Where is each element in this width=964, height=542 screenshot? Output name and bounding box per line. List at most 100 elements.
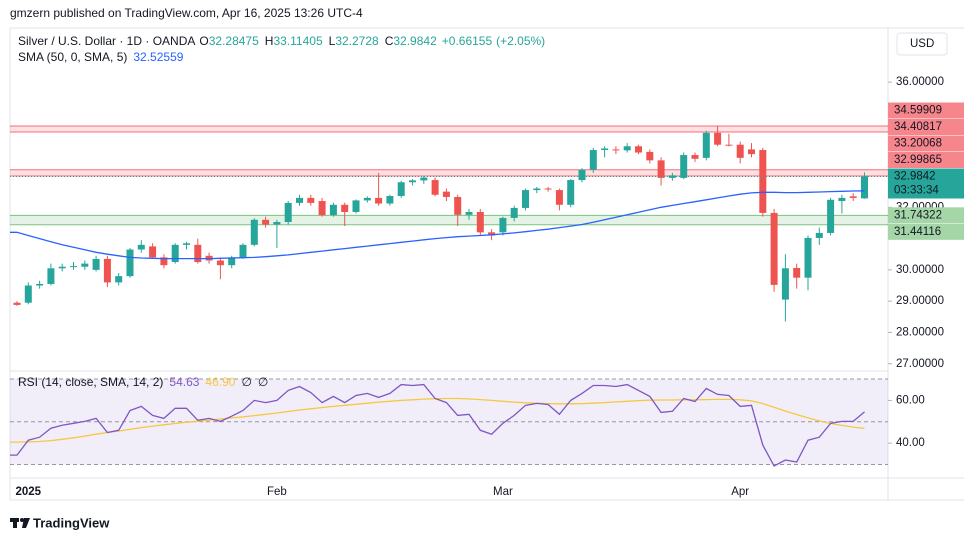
candle-body xyxy=(714,132,722,145)
candle-body xyxy=(92,258,100,270)
y-tick-label: 29.00000 xyxy=(896,295,944,307)
candle-body xyxy=(137,244,145,250)
zone xyxy=(10,215,888,225)
x-tick-label: Feb xyxy=(267,486,287,498)
sma-name: SMA (50, 0, SMA, 5) xyxy=(18,50,127,64)
candle-body xyxy=(465,211,473,215)
ohlc-key: L xyxy=(329,34,336,48)
candle-body xyxy=(781,268,789,300)
y-tick-label: 36.00000 xyxy=(896,76,944,88)
candle-body xyxy=(442,191,450,197)
logo-part xyxy=(13,518,17,528)
candle-body xyxy=(657,160,665,178)
ohlc-value: 32.2728 xyxy=(335,34,379,48)
candle-body xyxy=(160,257,168,266)
candle-body xyxy=(510,207,518,218)
ohlc-key: H xyxy=(265,34,274,48)
candle-body xyxy=(341,204,349,212)
current-price-label: 32.9842 xyxy=(894,171,936,183)
footer-brand: TradingView xyxy=(33,515,110,530)
price-tag xyxy=(888,223,964,240)
price-tag-label: 31.74322 xyxy=(894,209,942,221)
ohlc-key: C xyxy=(385,34,394,48)
sma-line xyxy=(10,190,865,260)
candle-body xyxy=(601,148,609,151)
price-tag-label: 31.44116 xyxy=(894,226,941,238)
ohlc-value: 32.28475 xyxy=(209,34,259,48)
rsi-tick-label: 60.00 xyxy=(896,394,925,406)
candle-body xyxy=(126,249,134,277)
candle-body xyxy=(680,155,688,178)
zone xyxy=(10,169,888,177)
price-tag-label: 33.20068 xyxy=(894,138,942,150)
candle-body xyxy=(318,201,326,216)
candle-body xyxy=(375,197,383,204)
ohlc-value: 33.11405 xyxy=(273,34,322,48)
candle-body xyxy=(13,302,21,305)
candle-body xyxy=(476,211,484,233)
candle-body xyxy=(815,232,823,238)
candle-body xyxy=(329,204,337,216)
candle-body xyxy=(228,257,236,266)
x-tick-label: 2025 xyxy=(16,486,42,498)
price-tag-label: 34.59909 xyxy=(894,105,942,117)
candle-body xyxy=(668,175,676,178)
candle-body xyxy=(81,263,89,267)
candle-body xyxy=(103,258,111,283)
y-tick-label: 28.00000 xyxy=(896,326,944,338)
price-tag xyxy=(888,151,964,168)
candle-body xyxy=(431,180,439,195)
candle-body xyxy=(612,149,620,151)
candle-body xyxy=(589,150,597,170)
candle-body xyxy=(273,221,281,225)
candle-body xyxy=(69,266,78,268)
change-pct: (+2.05%) xyxy=(496,34,545,48)
ohlc-value: 32.9842 xyxy=(393,34,437,48)
candle-body xyxy=(262,219,270,225)
candle-body xyxy=(634,146,643,153)
publisher-line: gmzern published on TradingView.com, Apr… xyxy=(10,6,363,20)
ohlc-key: O xyxy=(199,34,208,48)
current-price-tag xyxy=(888,168,964,199)
candle-body xyxy=(295,197,304,203)
currency-box[interactable] xyxy=(896,32,948,56)
candle-body xyxy=(307,197,315,203)
candle-body xyxy=(58,266,66,269)
candle-body xyxy=(149,246,157,258)
price-tag xyxy=(888,207,964,224)
currency[interactable]: USD xyxy=(910,38,934,50)
candle-body xyxy=(239,244,247,258)
candle-body xyxy=(499,217,507,233)
candle-body xyxy=(24,285,32,303)
candle-body xyxy=(521,190,530,208)
candle-body xyxy=(747,149,756,155)
rsi-legend: RSI (14, close, SMA, 14, 2) 54.63 46.90 ∅ ∅ xyxy=(18,375,268,389)
rsi-value: 54.63 xyxy=(169,375,199,389)
price-tag xyxy=(888,118,964,135)
footer-logo xyxy=(10,518,30,528)
candle-body xyxy=(363,197,371,201)
candle-body xyxy=(47,268,55,284)
candle-body xyxy=(488,232,496,236)
candle-body xyxy=(691,155,699,159)
candle-body xyxy=(567,180,575,205)
candle-body xyxy=(793,267,801,278)
candle-body xyxy=(216,260,224,266)
candle-body xyxy=(555,190,563,205)
candle-body xyxy=(759,150,767,213)
candle-body xyxy=(623,146,631,151)
zone xyxy=(10,125,888,132)
candle-body xyxy=(860,176,869,199)
candle-body xyxy=(838,197,846,202)
candle-body xyxy=(533,188,541,191)
candle-body xyxy=(578,169,586,181)
price-tag-label: 32.99865 xyxy=(894,154,942,166)
candle-body xyxy=(770,212,778,285)
x-tick-label: Apr xyxy=(731,486,749,498)
candle-body xyxy=(182,243,191,245)
candle-body xyxy=(827,199,835,233)
candle-body xyxy=(352,200,360,212)
sma-legend: SMA (50, 0, SMA, 5) 32.52559 xyxy=(18,50,184,64)
